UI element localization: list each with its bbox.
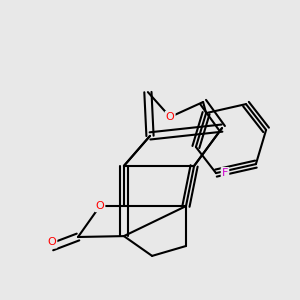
Text: O: O: [95, 201, 104, 211]
Text: O: O: [166, 112, 175, 122]
Text: F: F: [222, 168, 228, 178]
Text: O: O: [47, 237, 56, 248]
